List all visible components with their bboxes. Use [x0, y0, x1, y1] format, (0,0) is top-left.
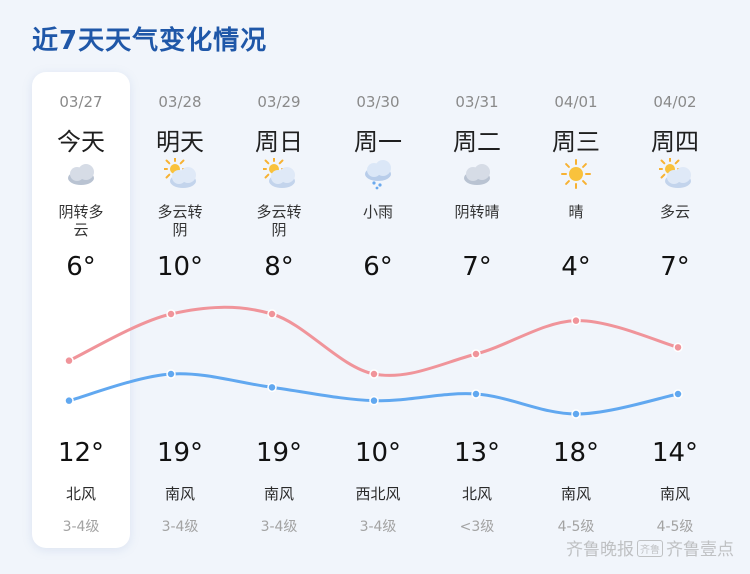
day-weekday: 周三 [552, 128, 600, 156]
high-temperature-point [471, 349, 481, 359]
day-date: 03/30 [356, 93, 400, 111]
weather-description: 小雨 [362, 203, 393, 221]
high-temperature: 13° [453, 438, 501, 468]
day-date: 03/29 [257, 93, 301, 111]
wind-level: 3-4级 [359, 519, 397, 535]
low-temperature-point [471, 389, 481, 399]
day-weekday: 今天 [57, 128, 105, 156]
low-temperature-point [571, 409, 581, 419]
day-column: 03/29 周日 多云转阴 8° 19° 南风 3-4级 [229, 0, 329, 574]
overcast-cloud-icon [461, 158, 493, 190]
day-column: 03/28 明天 多云转阴 10° 19° 南风 3-4级 [130, 0, 230, 574]
overcast-cloud-icon [65, 158, 97, 190]
high-temperature: 18° [552, 438, 600, 468]
high-temperature-point [64, 355, 74, 366]
day-column: 03/27 今天 阴转多云 6° 12° 北风 3-4级 [31, 0, 131, 574]
low-temperature: 6° [363, 252, 393, 282]
low-temperature: 4° [561, 252, 591, 282]
low-temperature: 7° [462, 252, 492, 282]
day-column: 03/31 周二 阴转晴 7° 13° 北风 <3级 [427, 0, 527, 574]
high-temperature: 19° [156, 438, 204, 468]
high-temperature: 14° [651, 438, 699, 468]
partly-cloudy-icon [162, 156, 196, 190]
wind-level: 4-5级 [656, 519, 694, 535]
day-date: 03/31 [455, 93, 499, 111]
day-column: 04/02 周四 多云 7° 14° 南风 4-5级 [625, 0, 725, 574]
high-temperature: 12° [57, 438, 105, 468]
high-temperature-line [67, 305, 680, 377]
low-temperature: 10° [156, 252, 204, 282]
partly-cloudy-icon [261, 156, 295, 190]
day-weekday: 周一 [354, 128, 402, 156]
watermark: 齐鲁晚报 齐鲁 齐鲁壹点 [566, 535, 734, 560]
day-weekday: 周四 [651, 128, 699, 156]
wind-level: <3级 [459, 519, 495, 535]
wind-level: 4-5级 [557, 519, 595, 535]
high-temperature-point [166, 309, 176, 319]
wind-level: 3-4级 [62, 519, 100, 535]
wind-direction: 北风 [65, 485, 96, 503]
day-weekday: 周日 [255, 128, 303, 156]
low-temperature: 7° [660, 252, 690, 282]
low-temperature-point [267, 382, 277, 393]
weather-description: 阴转多云 [58, 203, 104, 239]
high-temperature-point [369, 369, 379, 379]
watermark-brand: 齐鲁壹点 [666, 540, 734, 560]
high-temperature-point [673, 342, 683, 353]
low-temperature: 8° [264, 252, 294, 282]
page-title: 近7天天气变化情况 [32, 26, 268, 56]
partly-cloudy-icon [657, 156, 691, 190]
day-date: 04/01 [554, 93, 598, 111]
light-rain-icon [362, 158, 394, 190]
weather-description: 晴 [568, 203, 584, 221]
low-temperature-point [673, 389, 683, 399]
high-temperature: 10° [354, 438, 402, 468]
watermark-logo-box: 齐鲁 [637, 540, 663, 557]
wind-direction: 北风 [461, 485, 492, 503]
day-column: 03/30 周一 小雨 6° 10° 西北风 3-4级 [328, 0, 428, 574]
wind-direction: 南风 [164, 485, 195, 503]
day-date: 04/02 [653, 93, 697, 111]
weather-description: 多云转阴 [157, 203, 203, 239]
wind-level: 3-4级 [161, 519, 199, 535]
low-temperature-point [166, 369, 176, 379]
low-temperature-line [67, 372, 680, 416]
watermark-text: 齐鲁晚报 [566, 540, 634, 560]
low-temperature-point [369, 395, 379, 406]
weather-description: 多云 [659, 203, 690, 221]
today-highlight-card [32, 72, 130, 548]
weather-description: 多云转阴 [256, 203, 302, 239]
wind-direction: 南风 [263, 485, 294, 503]
day-weekday: 明天 [156, 128, 204, 156]
wind-level: 3-4级 [260, 519, 298, 535]
day-column: 04/01 周三 晴 4° 18° 南风 4-5级 [526, 0, 626, 574]
low-temperature-point [64, 395, 74, 406]
day-date: 03/28 [158, 93, 202, 111]
sunny-icon [560, 158, 592, 190]
high-temperature: 19° [255, 438, 303, 468]
day-date: 03/27 [59, 93, 103, 111]
high-temperature-point [571, 315, 581, 326]
high-temperature-point [267, 309, 277, 319]
weather-description: 阴转晴 [454, 203, 500, 221]
wind-direction: 南风 [560, 485, 591, 503]
low-temperature: 6° [66, 252, 96, 282]
wind-direction: 西北风 [355, 485, 401, 503]
day-weekday: 周二 [453, 128, 501, 156]
wind-direction: 南风 [659, 485, 690, 503]
